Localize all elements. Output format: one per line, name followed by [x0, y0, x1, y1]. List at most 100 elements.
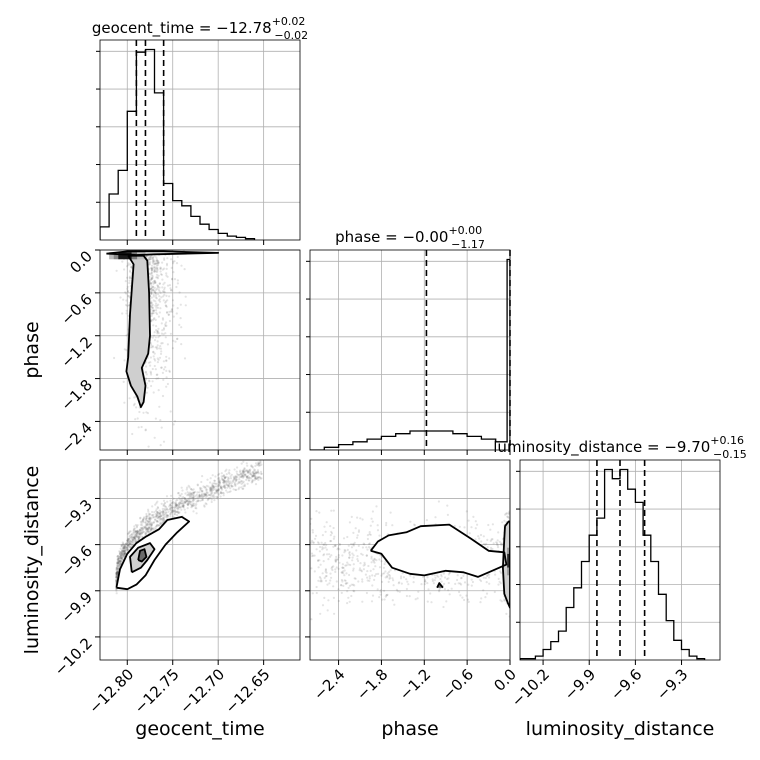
sample-point	[175, 499, 178, 502]
sample-point	[152, 309, 155, 312]
sample-point	[156, 287, 159, 290]
sample-point	[218, 481, 221, 484]
sample-point	[153, 309, 156, 312]
sample-point	[218, 484, 221, 487]
sample-point	[207, 497, 210, 500]
sample-point	[353, 590, 356, 593]
sample-point	[160, 366, 163, 369]
sample-point	[221, 478, 224, 481]
sample-point	[151, 289, 155, 292]
sample-point	[170, 494, 173, 497]
sample-point	[242, 471, 245, 474]
sample-point	[352, 583, 355, 586]
sample-point	[190, 496, 193, 499]
sample-point	[152, 299, 155, 302]
sample-point	[357, 580, 360, 583]
sample-point	[165, 495, 169, 498]
sample-point	[153, 270, 156, 273]
sample-point	[391, 577, 394, 580]
sample-point	[175, 506, 178, 509]
sample-point	[424, 578, 427, 581]
sample-point	[153, 357, 156, 361]
sample-point	[349, 563, 352, 567]
sample-point	[149, 292, 153, 295]
sample-point	[135, 526, 138, 529]
sample-point	[169, 512, 172, 516]
sample-point	[186, 494, 189, 497]
sample-point	[154, 515, 157, 518]
sample-point	[166, 516, 169, 520]
sample-point	[169, 503, 172, 506]
sample-point	[122, 380, 125, 383]
density-cell	[109, 252, 114, 260]
sample-point	[120, 554, 123, 557]
sample-point	[154, 291, 157, 294]
sample-point	[123, 554, 126, 557]
sample-point	[230, 473, 233, 476]
sample-point	[352, 543, 355, 546]
sample-point	[159, 515, 162, 518]
sample-point	[235, 478, 238, 481]
sample-point	[182, 505, 185, 508]
sample-point	[137, 536, 140, 539]
sample-point	[482, 542, 485, 546]
sample-point	[192, 510, 195, 513]
sample-point	[156, 332, 159, 335]
sample-point	[116, 571, 119, 575]
sample-point	[149, 281, 152, 284]
sample-point	[244, 473, 247, 476]
sample-point	[413, 524, 417, 527]
sample-point	[122, 553, 125, 556]
sample-point	[251, 475, 254, 478]
sample-point	[212, 487, 215, 490]
sample-point	[147, 524, 150, 527]
sample-point	[488, 573, 491, 576]
sample-point	[165, 507, 168, 510]
sample-point	[134, 530, 138, 533]
sample-point	[477, 535, 480, 538]
sample-point	[350, 543, 353, 546]
sample-point	[151, 281, 155, 284]
sample-point	[155, 256, 158, 259]
sample-point	[149, 371, 152, 374]
sample-point	[238, 475, 241, 478]
sample-point	[246, 475, 249, 478]
sample-point	[141, 524, 144, 527]
sample-point	[311, 555, 314, 558]
sample-point	[209, 481, 212, 484]
sample-point	[208, 493, 211, 496]
sample-point	[162, 509, 165, 512]
sample-point	[163, 291, 166, 294]
sample-point	[223, 476, 226, 479]
sample-point	[136, 534, 139, 537]
sample-point	[384, 560, 387, 564]
sample-point	[254, 477, 257, 480]
sample-point	[365, 554, 368, 557]
sample-point	[213, 491, 216, 495]
sample-point	[168, 295, 171, 298]
sample-point	[412, 581, 415, 584]
grid-lines	[100, 40, 720, 660]
sample-point	[149, 526, 152, 529]
sample-point	[122, 549, 125, 552]
sample-point	[115, 574, 118, 577]
sample-point	[208, 497, 211, 500]
sample-point	[251, 466, 254, 469]
sample-point	[179, 501, 182, 504]
sample-point	[165, 376, 168, 379]
sample-point	[211, 474, 214, 477]
sample-point	[447, 581, 450, 585]
sample-point	[119, 560, 122, 563]
sample-point	[200, 496, 203, 499]
sample-point	[133, 540, 136, 543]
sample-point	[484, 543, 487, 546]
sample-point	[148, 526, 151, 529]
sample-point	[138, 537, 141, 540]
sample-point	[156, 259, 159, 262]
sample-point	[134, 534, 137, 537]
sample-point	[118, 551, 121, 554]
sample-point	[166, 311, 169, 314]
sample-point	[123, 547, 126, 550]
sample-point	[465, 594, 468, 597]
sample-point	[116, 571, 119, 574]
